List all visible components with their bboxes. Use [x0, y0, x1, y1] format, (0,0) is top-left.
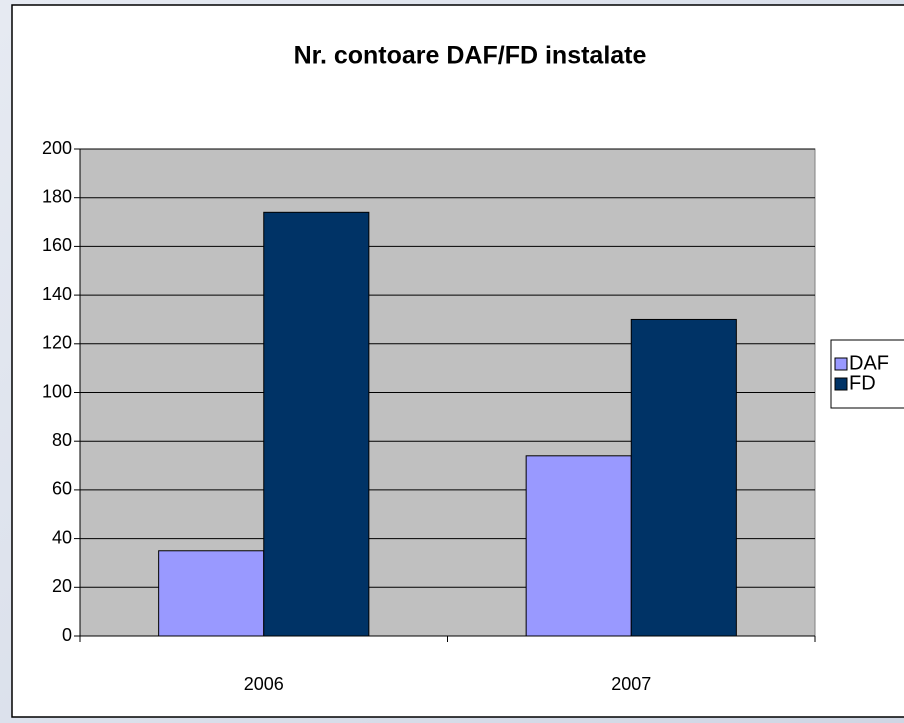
bar — [263, 211, 370, 637]
y-tick-label: 200 — [42, 138, 72, 158]
y-tick-label: 80 — [52, 430, 72, 450]
y-tick-label: 140 — [42, 284, 72, 304]
x-tick-label: 2007 — [611, 674, 651, 694]
y-tick-label: 0 — [62, 625, 72, 645]
chart-title: Nr. contoare DAF/FD instalate — [294, 42, 647, 70]
bar — [158, 550, 265, 637]
bar — [525, 455, 632, 637]
legend-label: DAF — [849, 352, 889, 374]
y-tick-label: 160 — [42, 235, 72, 255]
y-tick-label: 20 — [52, 576, 72, 596]
y-tick-label: 100 — [42, 381, 72, 401]
legend-swatch — [834, 357, 848, 371]
y-tick-label: 40 — [52, 527, 72, 547]
y-tick-label: 120 — [42, 333, 72, 353]
x-tick-label: 2006 — [244, 674, 284, 694]
bar — [630, 318, 737, 637]
y-tick-label: 60 — [52, 479, 72, 499]
legend-swatch — [834, 377, 848, 391]
legend-label: FD — [849, 372, 876, 394]
y-tick-label: 180 — [42, 186, 72, 206]
legend-box — [830, 339, 904, 409]
